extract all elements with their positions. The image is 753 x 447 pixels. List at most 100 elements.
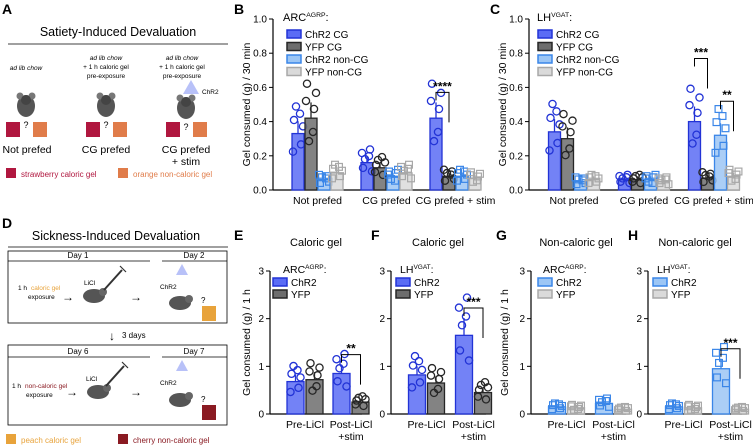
data-point — [427, 79, 437, 88]
data-point — [426, 96, 436, 106]
data-point — [480, 378, 490, 387]
data-point — [731, 174, 740, 183]
cond3-label: CG prefed — [162, 144, 211, 156]
panel-letter-h: H — [628, 227, 638, 243]
data-point — [693, 108, 702, 118]
x-tick-label: Not prefed — [549, 195, 598, 207]
data-point — [291, 102, 301, 111]
data-point — [358, 392, 367, 401]
legend-swatch — [395, 289, 411, 299]
panel-letter-g: G — [496, 227, 507, 243]
y-axis-label: Gel consumed (g) / 30 min — [241, 42, 253, 166]
data-point — [286, 387, 295, 397]
data-point — [293, 365, 302, 375]
day2-chr2-label: ChR2 — [160, 284, 177, 291]
data-point — [584, 179, 593, 188]
data-point — [591, 172, 600, 181]
question-mark: ? — [201, 296, 206, 305]
day2-label: Day 2 — [184, 251, 205, 260]
legend-swatch — [537, 289, 553, 299]
y-tick-label: 0 — [258, 410, 264, 421]
data-point — [559, 109, 568, 119]
data-point — [718, 353, 727, 362]
legend-swatch — [537, 41, 553, 52]
data-point — [306, 358, 315, 368]
data-point — [711, 348, 720, 357]
x-tick-label: Pre-LiCl — [665, 419, 703, 431]
down-arrow-icon: ↓ — [109, 329, 115, 343]
chart-title: LHVGAT: — [537, 12, 572, 24]
y-tick-label: 0.8 — [253, 49, 267, 60]
chart-title: Caloric gel — [412, 237, 464, 249]
y-tick-label: 2 — [636, 314, 642, 325]
data-point — [641, 174, 650, 183]
data-point — [427, 363, 437, 373]
data-point — [301, 96, 311, 106]
x-tick-label: Post-LiCl — [330, 419, 373, 431]
licl-label: LiCl — [84, 280, 96, 287]
cond3-label2: + stim — [172, 156, 201, 168]
x-tick-label: +stim — [718, 431, 744, 443]
data-point — [410, 351, 420, 361]
data-point — [690, 404, 699, 413]
stim-chr2-label: ChR2 — [202, 89, 219, 96]
data-point — [721, 379, 730, 388]
arrow-icon: → — [62, 290, 74, 304]
legend-swatch — [537, 277, 553, 287]
significance-label: **** — [433, 79, 452, 93]
chart-e: 0 1 2 3 Gel consumed (g) / 1 h Caloric gel ARC… — [241, 237, 372, 443]
legend-label: ChR2 CG — [556, 30, 600, 41]
mouse-icon — [169, 295, 193, 310]
stim-light-cone — [176, 360, 188, 371]
data-point — [574, 403, 583, 412]
significance-bracket — [341, 354, 361, 385]
data-point — [305, 367, 314, 376]
data-point — [288, 147, 298, 156]
genotype-label: LHVGAT: — [400, 264, 434, 276]
data-point — [287, 369, 296, 379]
orange-gel-square — [33, 122, 47, 137]
data-point — [462, 293, 472, 302]
legend-label: YFP CG — [305, 43, 342, 54]
y-tick-label: 3 — [258, 267, 264, 278]
data-point — [685, 100, 694, 110]
panel-d-title: Sickness-Induced Devaluation — [32, 229, 200, 243]
y-axis-label: Gel consumed (g) / 1 h — [499, 289, 511, 396]
bar — [332, 372, 351, 415]
data-point — [333, 377, 342, 386]
data-point — [686, 84, 695, 94]
y-tick-label: 1 — [519, 362, 525, 373]
day1-2-box — [7, 250, 228, 324]
y-tick-label: 0.2 — [509, 151, 523, 162]
data-point — [705, 172, 714, 181]
panel-a-title: Satiety-Induced Devaluation — [40, 25, 196, 39]
genotype-label: LHVGAT: — [657, 264, 691, 276]
data-point — [296, 373, 305, 382]
chart-g: 0 1 2 3 Gel consumed (g) / 1 h Non-caloric ge… — [499, 237, 635, 443]
licl-label: LiCl — [86, 376, 98, 383]
data-point — [566, 127, 575, 137]
x-tick-label: +stim — [461, 431, 487, 443]
cherry-gel-square — [202, 405, 216, 420]
exposure2-b: non-caloric gel — [25, 383, 68, 390]
data-point — [304, 136, 314, 146]
data-point — [312, 382, 321, 391]
legend-swatch — [537, 54, 553, 64]
y-axis-label: Gel consumed (g) / 30 min — [497, 42, 509, 166]
legend-label: ChR2 — [291, 278, 317, 289]
data-point — [364, 151, 374, 161]
legend-label-orange: orange non-caloric gel — [133, 170, 212, 179]
panel-letter-b: B — [234, 1, 244, 17]
data-point — [620, 402, 629, 411]
data-point — [712, 373, 721, 382]
cond1-label: Not prefed — [2, 144, 51, 156]
x-tick-label: Pre-LiCl — [548, 419, 586, 431]
y-tick-label: 0 — [636, 410, 642, 421]
y-tick-label: 0.2 — [253, 151, 267, 162]
question-mark: ? — [23, 120, 28, 130]
y-tick-label: 0.6 — [253, 83, 267, 94]
data-point — [439, 165, 449, 175]
cond3-top-line1: ad lib chow — [166, 55, 200, 62]
